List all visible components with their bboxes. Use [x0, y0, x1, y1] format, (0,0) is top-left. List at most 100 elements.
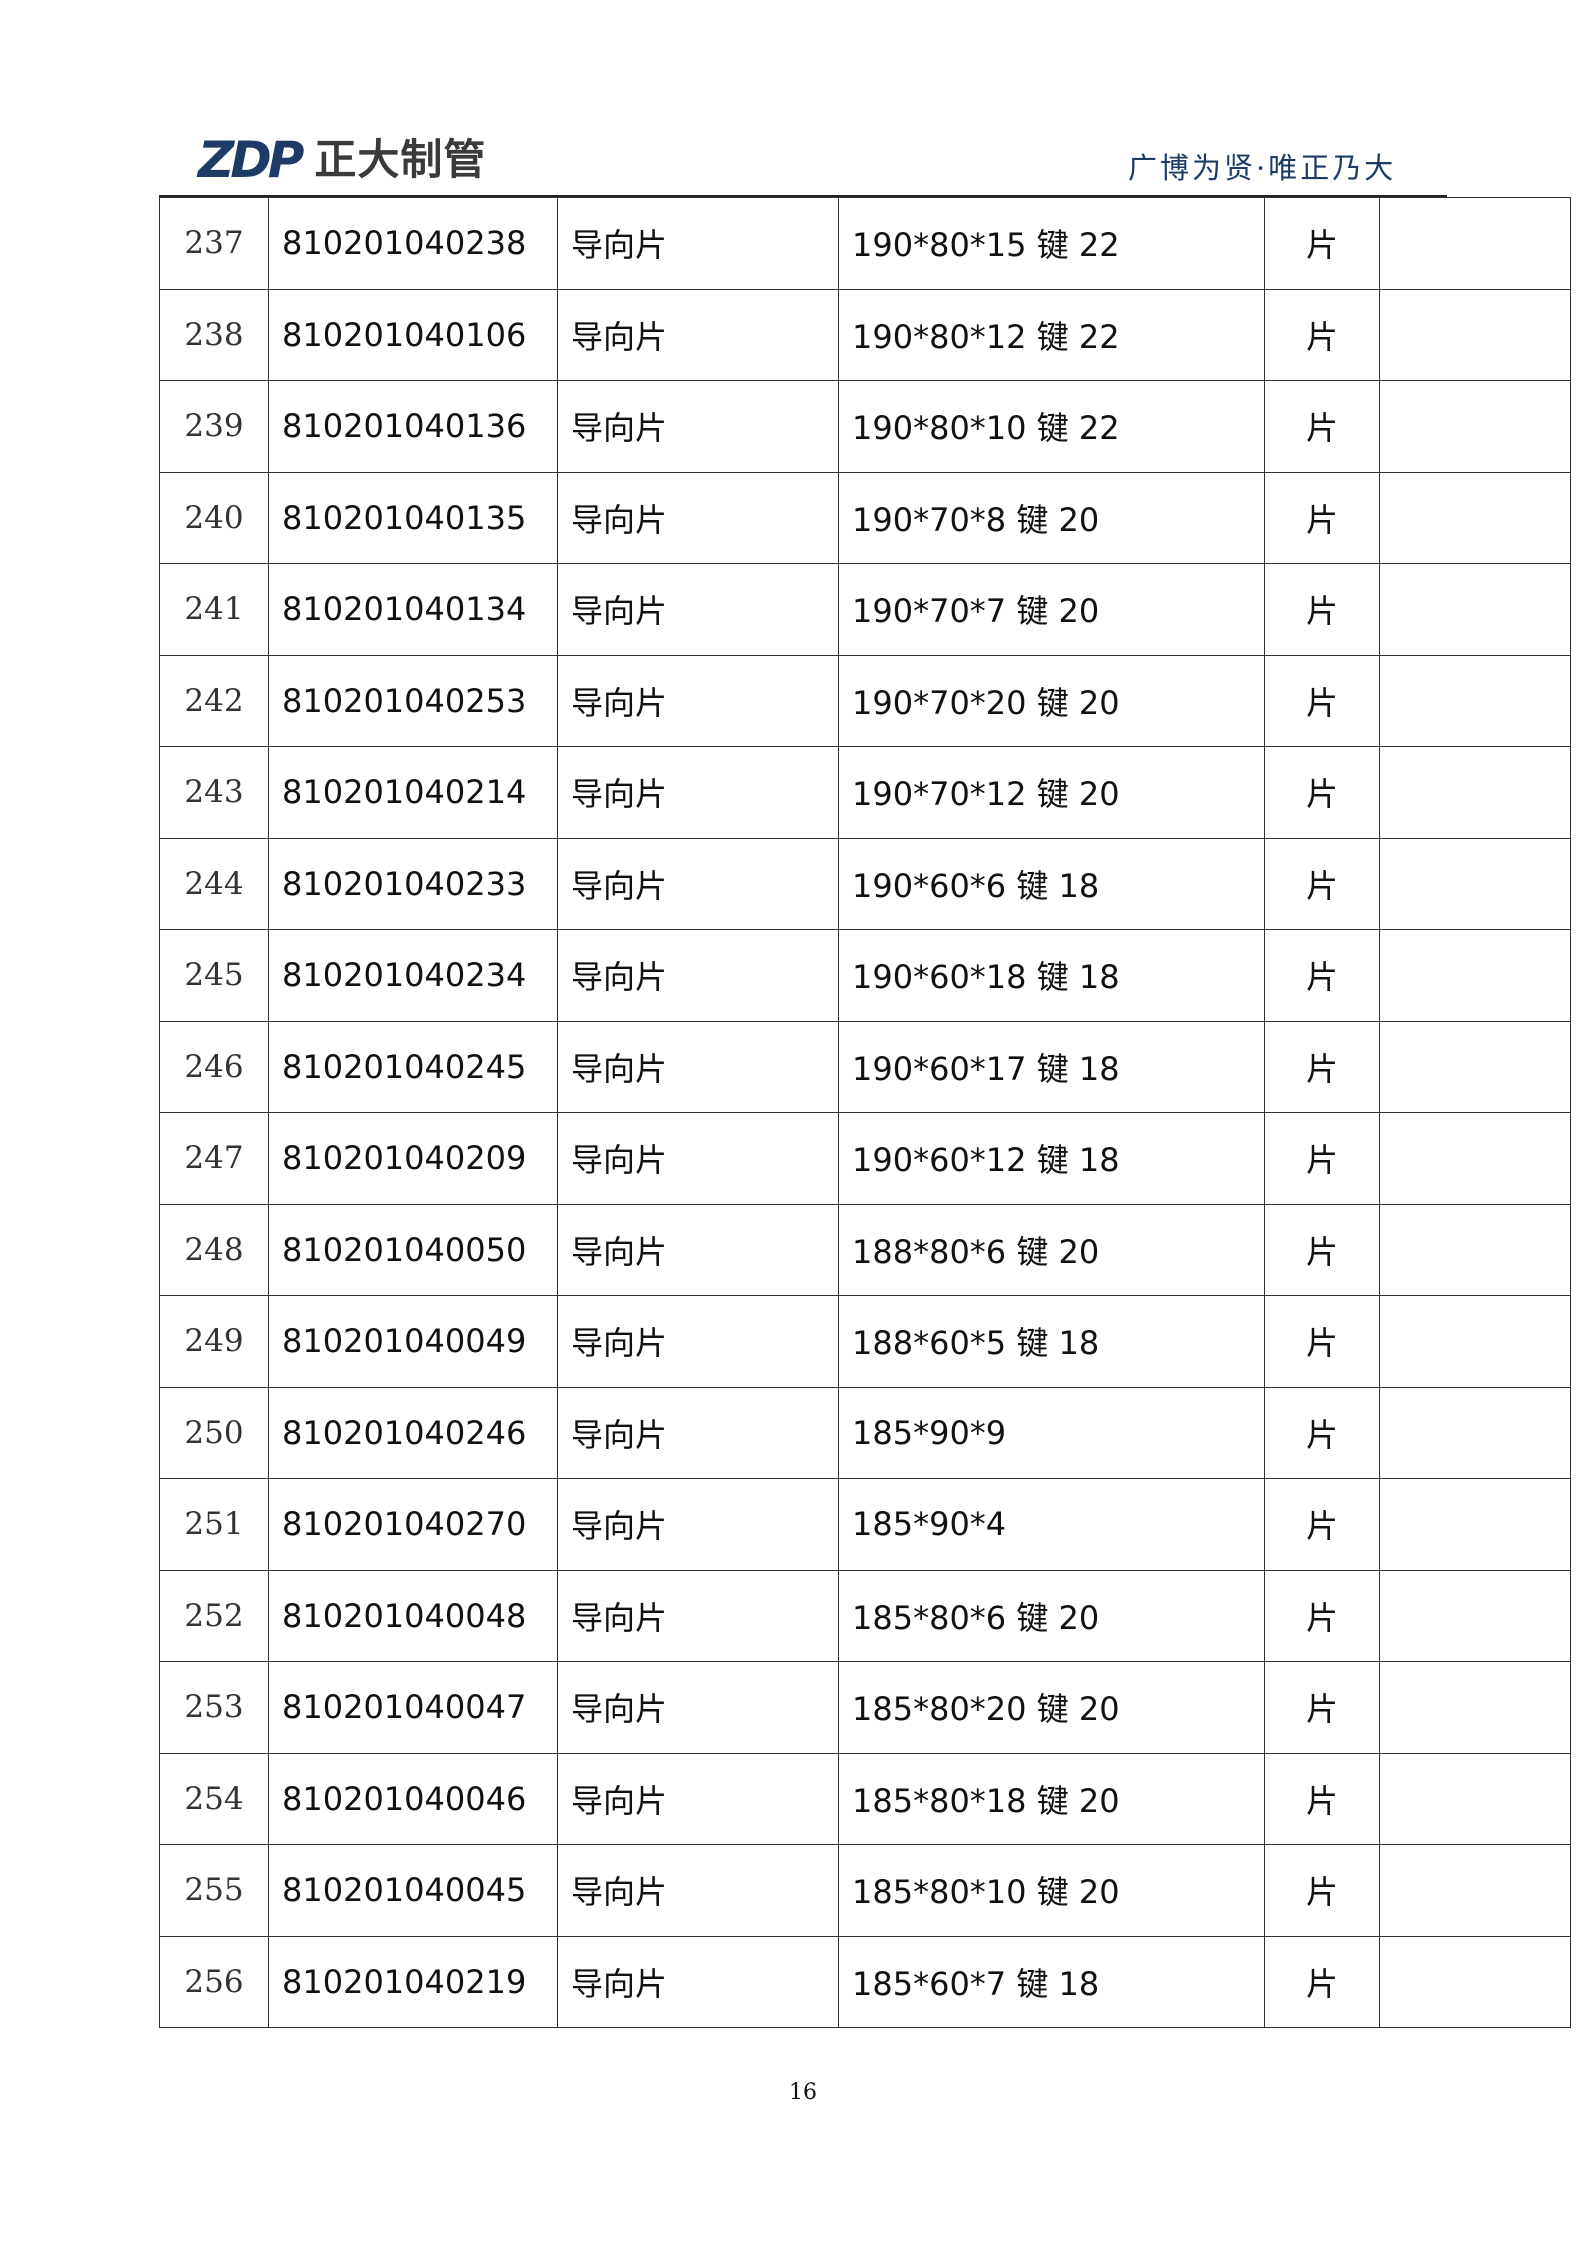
- item-unit: 片: [1264, 929, 1380, 1022]
- item-unit: 片: [1264, 1020, 1380, 1113]
- item-code: 810201040234: [268, 929, 558, 1022]
- item-spec: 190*80*10 键 22: [838, 380, 1265, 473]
- item-name: 导向片: [557, 288, 839, 381]
- item-code: 810201040136: [268, 380, 558, 473]
- table-row: 246 810201040245 导向片 190*60*17 键 18 片: [159, 1020, 1571, 1113]
- item-name: 导向片: [557, 197, 839, 290]
- table-row: 240 810201040135 导向片 190*70*8 键 20 片: [159, 471, 1571, 564]
- item-note: [1379, 1020, 1571, 1113]
- item-name: 导向片: [557, 1203, 839, 1296]
- item-spec: 185*80*20 键 20: [838, 1661, 1265, 1754]
- item-unit: 片: [1264, 1386, 1380, 1479]
- row-number: 252: [159, 1569, 269, 1662]
- item-spec: 185*80*10 键 20: [838, 1844, 1265, 1937]
- item-unit: 片: [1264, 746, 1380, 839]
- header-rule: [159, 195, 1447, 197]
- item-spec: 185*80*18 键 20: [838, 1752, 1265, 1845]
- item-code: 810201040135: [268, 471, 558, 564]
- row-number: 240: [159, 471, 269, 564]
- item-name: 导向片: [557, 380, 839, 473]
- item-name: 导向片: [557, 746, 839, 839]
- company-logo: ZDP 正大制管: [198, 135, 486, 185]
- item-unit: 片: [1264, 563, 1380, 656]
- tagline: 广博为贤·唯正乃大: [1128, 151, 1397, 185]
- item-spec: 185*90*9: [838, 1386, 1265, 1479]
- item-note: [1379, 1752, 1571, 1845]
- item-spec: 188*80*6 键 20: [838, 1203, 1265, 1296]
- row-number: 249: [159, 1295, 269, 1388]
- item-note: [1379, 1386, 1571, 1479]
- row-number: 251: [159, 1478, 269, 1571]
- table-row: 242 810201040253 导向片 190*70*20 键 20 片: [159, 654, 1571, 747]
- item-spec: 185*60*7 键 18: [838, 1935, 1265, 2028]
- item-note: [1379, 1569, 1571, 1662]
- item-note: [1379, 929, 1571, 1022]
- item-note: [1379, 746, 1571, 839]
- item-code: 810201040048: [268, 1569, 558, 1662]
- item-unit: 片: [1264, 288, 1380, 381]
- item-spec: 190*60*17 键 18: [838, 1020, 1265, 1113]
- item-code: 810201040046: [268, 1752, 558, 1845]
- row-number: 254: [159, 1752, 269, 1845]
- table-row: 253 810201040047 导向片 185*80*20 键 20 片: [159, 1661, 1571, 1754]
- item-spec: 190*70*7 键 20: [838, 563, 1265, 656]
- row-number: 244: [159, 837, 269, 930]
- item-spec: 188*60*5 键 18: [838, 1295, 1265, 1388]
- table-row: 252 810201040048 导向片 185*80*6 键 20 片: [159, 1569, 1571, 1662]
- item-unit: 片: [1264, 1478, 1380, 1571]
- item-name: 导向片: [557, 1844, 839, 1937]
- item-code: 810201040238: [268, 197, 558, 290]
- table-row: 256 810201040219 导向片 185*60*7 键 18 片: [159, 1935, 1571, 2028]
- row-number: 243: [159, 746, 269, 839]
- item-spec: 190*60*18 键 18: [838, 929, 1265, 1022]
- row-number: 239: [159, 380, 269, 473]
- item-unit: 片: [1264, 380, 1380, 473]
- item-note: [1379, 1844, 1571, 1937]
- item-spec: 185*90*4: [838, 1478, 1265, 1571]
- item-spec: 190*70*12 键 20: [838, 746, 1265, 839]
- table-row: 255 810201040045 导向片 185*80*10 键 20 片: [159, 1844, 1571, 1937]
- item-code: 810201040245: [268, 1020, 558, 1113]
- row-number: 248: [159, 1203, 269, 1296]
- item-unit: 片: [1264, 654, 1380, 747]
- item-code: 810201040047: [268, 1661, 558, 1754]
- table-row: 243 810201040214 导向片 190*70*12 键 20 片: [159, 746, 1571, 839]
- item-unit: 片: [1264, 197, 1380, 290]
- item-code: 810201040214: [268, 746, 558, 839]
- table-row: 239 810201040136 导向片 190*80*10 键 22 片: [159, 380, 1571, 473]
- item-unit: 片: [1264, 1844, 1380, 1937]
- item-unit: 片: [1264, 1295, 1380, 1388]
- row-number: 256: [159, 1935, 269, 2028]
- table-row: 251 810201040270 导向片 185*90*4 片: [159, 1478, 1571, 1571]
- logo-text: 正大制管: [314, 135, 487, 184]
- table-row: 250 810201040246 导向片 185*90*9 片: [159, 1386, 1571, 1479]
- item-name: 导向片: [557, 1935, 839, 2028]
- table-row: 245 810201040234 导向片 190*60*18 键 18 片: [159, 929, 1571, 1022]
- item-spec: 185*80*6 键 20: [838, 1569, 1265, 1662]
- row-number: 246: [159, 1020, 269, 1113]
- item-unit: 片: [1264, 1112, 1380, 1205]
- parts-table: 237 810201040238 导向片 190*80*15 键 22 片 238 8102…: [159, 197, 1571, 2028]
- item-name: 导向片: [557, 1661, 839, 1754]
- row-number: 253: [159, 1661, 269, 1754]
- row-number: 247: [159, 1112, 269, 1205]
- row-number: 242: [159, 654, 269, 747]
- item-name: 导向片: [557, 1112, 839, 1205]
- item-code: 810201040209: [268, 1112, 558, 1205]
- item-note: [1379, 1112, 1571, 1205]
- table-row: 238 810201040106 导向片 190*80*12 键 22 片: [159, 288, 1571, 381]
- item-unit: 片: [1264, 1661, 1380, 1754]
- item-unit: 片: [1264, 1752, 1380, 1845]
- item-spec: 190*70*8 键 20: [838, 471, 1265, 564]
- table-row: 244 810201040233 导向片 190*60*6 键 18 片: [159, 837, 1571, 930]
- row-number: 238: [159, 288, 269, 381]
- item-note: [1379, 380, 1571, 473]
- item-code: 810201040253: [268, 654, 558, 747]
- table-row: 249 810201040049 导向片 188*60*5 键 18 片: [159, 1295, 1571, 1388]
- item-name: 导向片: [557, 929, 839, 1022]
- item-code: 810201040246: [268, 1386, 558, 1479]
- item-code: 810201040050: [268, 1203, 558, 1296]
- row-number: 237: [159, 197, 269, 290]
- item-unit: 片: [1264, 1569, 1380, 1662]
- item-code: 810201040049: [268, 1295, 558, 1388]
